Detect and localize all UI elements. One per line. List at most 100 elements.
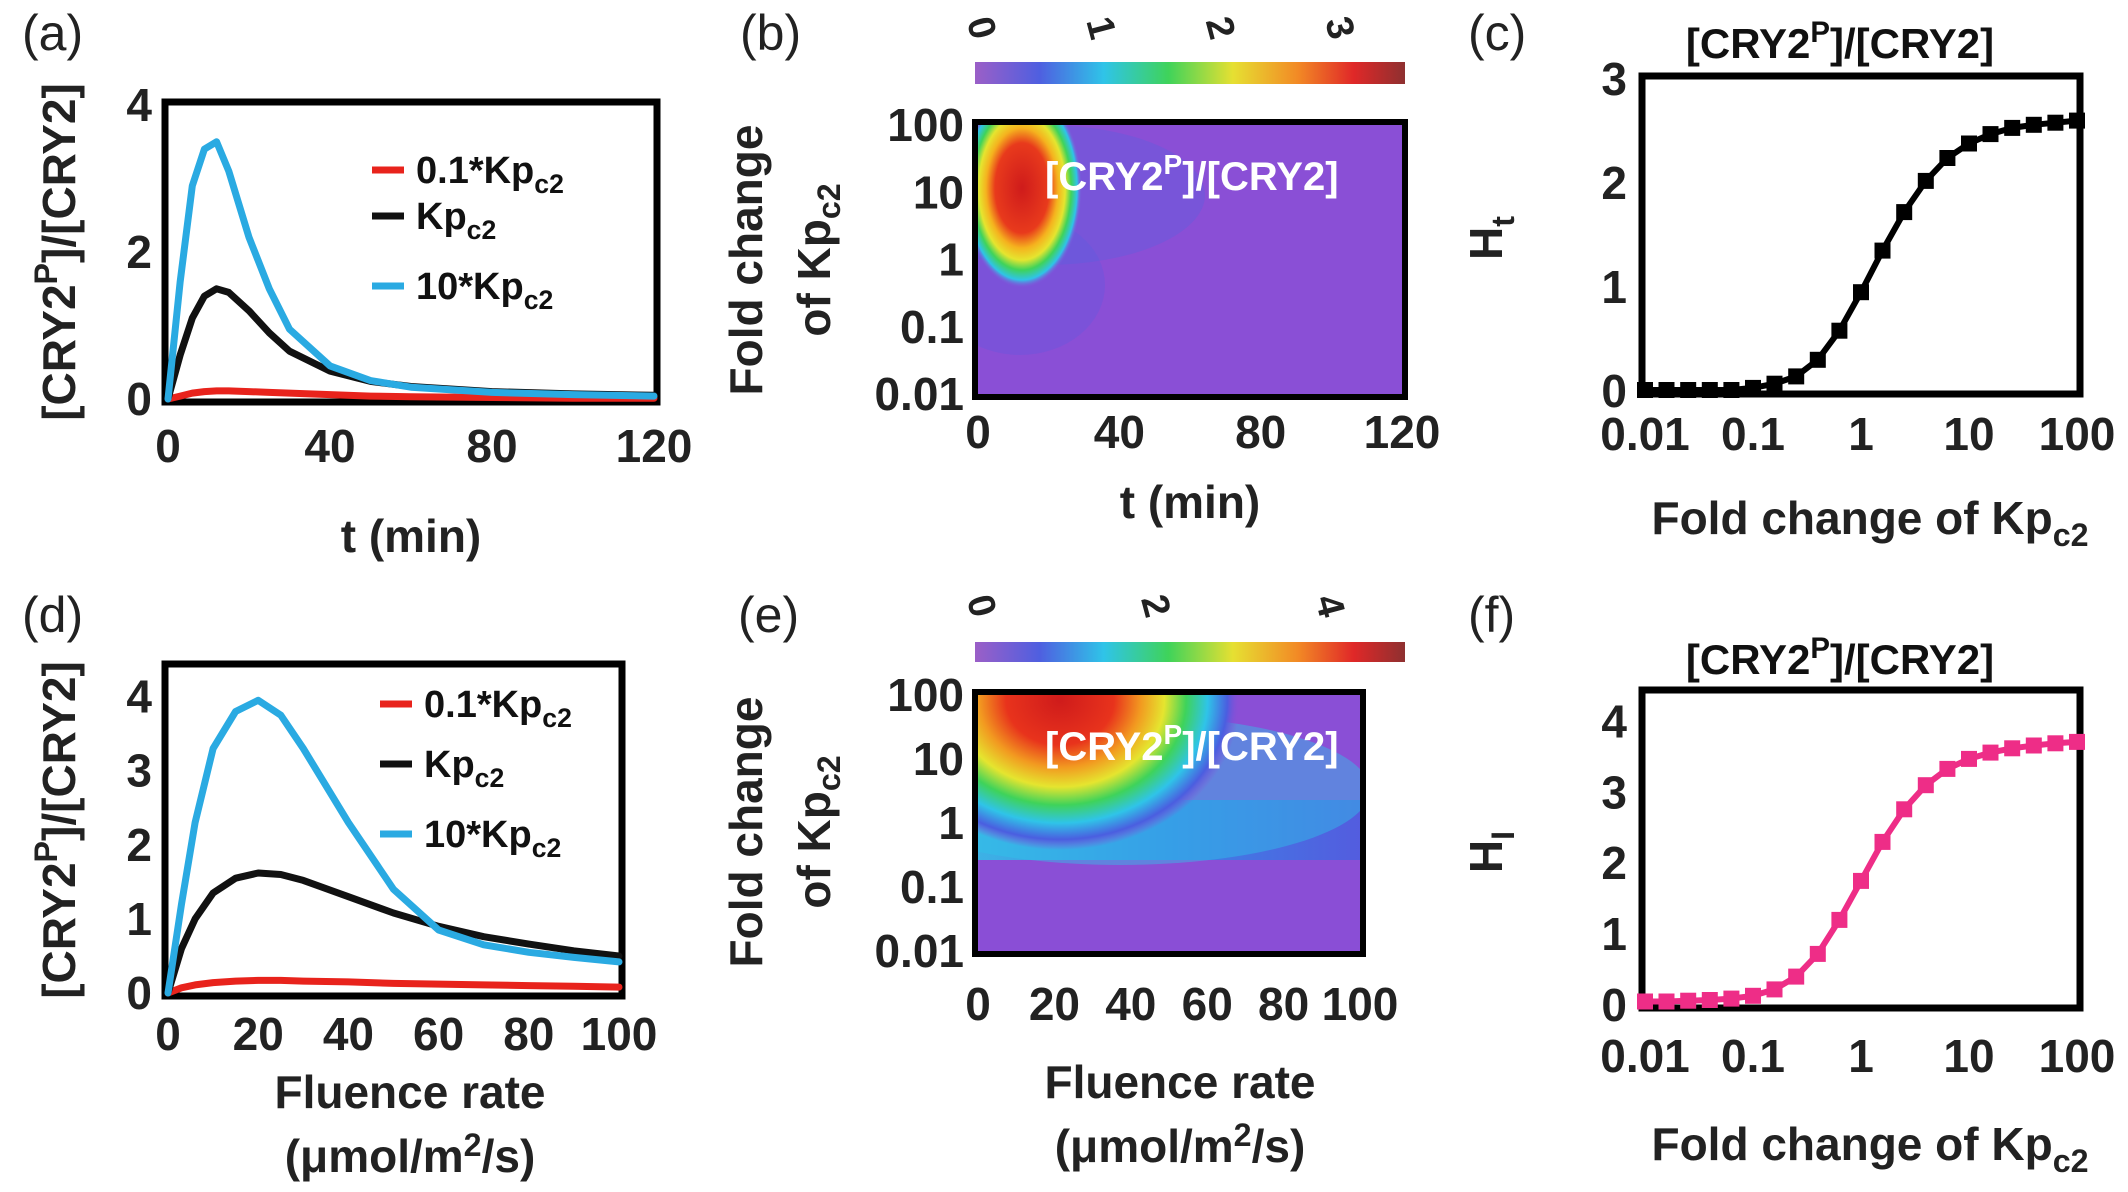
data-point-20 [2069, 733, 2085, 750]
legend-label-1: Kpc2 [416, 196, 496, 245]
heatmap-field [978, 692, 1363, 954]
y-tick-label-0: 0 [1601, 365, 1627, 417]
x-tick-label-1: 40 [304, 420, 355, 472]
x-tick-label-0: 0.01 [1600, 408, 1690, 460]
series-line-2 [164, 138, 658, 403]
data-point-9 [1831, 911, 1848, 928]
x-tick-label-5: 100 [581, 1008, 658, 1060]
data-point-9 [1831, 322, 1848, 339]
data-point-11 [1874, 242, 1891, 259]
x-tick-label-0: 0 [155, 1008, 181, 1060]
x-tick-label-2: 1 [1848, 1030, 1874, 1082]
panel-label-e: (e) [738, 587, 799, 643]
data-point-3 [1701, 382, 1718, 398]
panel-label-a: (a) [22, 5, 83, 61]
series-line-0 [1645, 117, 2078, 393]
data-point-17 [2004, 119, 2021, 136]
panel-label-d: (d) [22, 587, 83, 643]
series-line-0 [164, 976, 623, 997]
data-point-6 [1766, 981, 1783, 998]
data-point-0 [1637, 382, 1653, 398]
data-point-2 [1680, 382, 1697, 398]
x-tick-label-0: 0 [965, 406, 991, 458]
data-point-10 [1853, 284, 1869, 301]
y-tick-label-2: 2 [126, 819, 152, 871]
y-tick-label-1: 1 [126, 893, 152, 945]
y-axis-label: [CRY2P]/[CRY2] [28, 83, 85, 421]
y-axis-label-line2: of Kpc2 [788, 183, 847, 336]
x-tick-label-2: 40 [1105, 978, 1156, 1030]
panel-b: 0 1 2 3 [CRY2P]/[CRY2] 0 40 80 120 0.01 0.1 1 10 10… [720, 12, 1440, 528]
data-point-3 [1701, 992, 1718, 1008]
plot-frame [161, 98, 661, 406]
x-tick-label-3: 10 [1943, 1030, 1994, 1082]
x-tick-label-4: 100 [2039, 408, 2116, 460]
plot-frame [161, 660, 626, 1000]
series-line-0 [1645, 738, 2078, 1005]
data-point-0 [1637, 993, 1653, 1010]
panel-label-b: (b) [740, 5, 801, 61]
x-tick-label-1: 0.1 [1721, 408, 1785, 460]
colorbar-tick-1: 2 [1132, 590, 1178, 621]
chart-title: [CRY2P]/[CRY2] [1686, 632, 1994, 683]
legend-label-2: 10*Kpc2 [424, 814, 561, 863]
plot-frame [972, 689, 1366, 957]
y-tick-label-4: 100 [887, 669, 964, 721]
data-point-2 [1680, 992, 1697, 1009]
data-point-1 [1658, 382, 1675, 398]
data-point-13 [1917, 777, 1934, 794]
x-tick-label-3: 60 [1182, 978, 1233, 1030]
x-axis-label: t (min) [341, 510, 482, 562]
y-tick-label-0: 0 [126, 967, 152, 1019]
data-point-5 [1745, 987, 1761, 1004]
legend: 0.1*Kpc2 Kpc2 10*Kpc2 [372, 150, 564, 315]
y-axis-label: HI [1460, 831, 1521, 873]
x-axis-label: Fold change of Kpc2 [1651, 492, 2088, 553]
heatmap-label: [CRY2P]/[CRY2] [1045, 149, 1339, 199]
y-axis-label-line2: of Kpc2 [788, 755, 847, 908]
plot-frame [1638, 686, 2084, 1012]
legend-label-0: 0.1*Kpc2 [424, 684, 572, 733]
series-line-2 [164, 696, 623, 997]
x-tick-label-4: 100 [2039, 1030, 2116, 1082]
y-tick-label-3: 10 [913, 166, 964, 218]
y-tick-label-0: 0 [126, 373, 152, 425]
x-tick-label-5: 100 [1322, 978, 1399, 1030]
panel-d: [CRY2P]/[CRY2] 0 20 40 60 80 100 0 1 2 3 4 0.1*Kpc… [28, 660, 658, 1182]
y-axis-label-line1: Fold change [720, 125, 772, 396]
plot-frame [972, 119, 1408, 400]
legend-label-2: 10*Kpc2 [416, 266, 553, 315]
y-tick-label-0: 0.01 [874, 925, 964, 977]
legend-label-1: Kpc2 [424, 744, 504, 793]
chart-title: [CRY2P]/[CRY2] [1686, 16, 1994, 67]
colorbar [975, 642, 1405, 662]
heatmap-field [978, 122, 1402, 394]
data-point-13 [1917, 172, 1934, 189]
y-tick-label-2: 1 [938, 234, 964, 286]
x-tick-label-3: 120 [616, 420, 693, 472]
y-tick-label-1: 1 [1601, 908, 1627, 960]
y-axis-label: [CRY2P]/[CRY2] [28, 661, 85, 999]
x-axis-label: Fluence rate [1045, 1056, 1316, 1108]
colorbar-tick-2: 4 [1306, 590, 1352, 621]
y-tick-label-0: 0 [1601, 979, 1627, 1031]
data-point-18 [2025, 116, 2042, 133]
data-point-5 [1745, 379, 1761, 396]
data-point-15 [1961, 750, 1977, 767]
data-point-4 [1723, 382, 1740, 398]
series-line-0 [164, 387, 658, 403]
legend-label-0: 0.1*Kpc2 [416, 150, 564, 199]
data-point-19 [2047, 114, 2064, 131]
x-tick-label-3: 60 [413, 1008, 464, 1060]
data-point-6 [1766, 375, 1783, 392]
data-point-8 [1809, 945, 1826, 962]
x-tick-label-4: 80 [1258, 978, 1309, 1030]
y-tick-label-3: 3 [126, 745, 152, 797]
data-point-12 [1896, 204, 1913, 221]
panel-c: [CRY2P]/[CRY2] 0.01 0.1 1 10 100 0 1 2 3 Ht Fold… [1460, 16, 2115, 553]
y-tick-label-4: 4 [126, 671, 152, 723]
x-tick-label-2: 40 [323, 1008, 374, 1060]
data-point-19 [2047, 735, 2064, 752]
